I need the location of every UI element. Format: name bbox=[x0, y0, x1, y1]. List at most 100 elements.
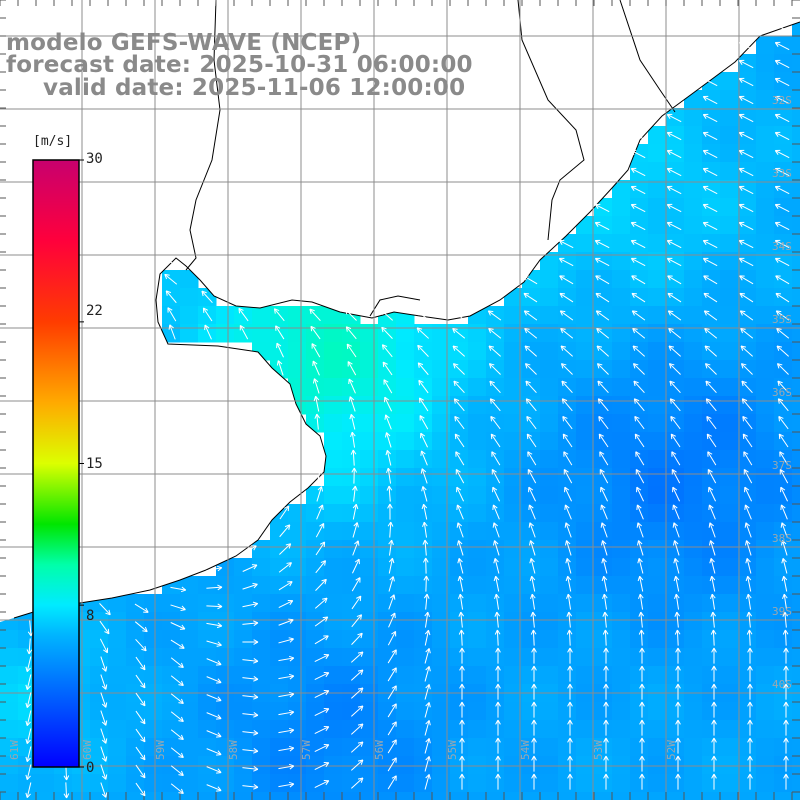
field-cell bbox=[792, 522, 800, 541]
field-cell bbox=[756, 144, 775, 163]
field-cell bbox=[198, 792, 217, 800]
wind-arrow bbox=[602, 593, 608, 610]
field-cell bbox=[180, 720, 199, 739]
field-cell bbox=[18, 756, 37, 775]
wind-arrow bbox=[675, 737, 681, 754]
field-cell bbox=[576, 486, 595, 505]
field-cell bbox=[720, 270, 739, 289]
wind-arrow bbox=[531, 683, 537, 700]
field-cell bbox=[540, 576, 559, 595]
wind-arrow bbox=[779, 451, 789, 466]
wind-arrow bbox=[492, 486, 501, 502]
field-cell bbox=[540, 270, 559, 289]
wind-arrow bbox=[783, 737, 789, 754]
wind-arrow bbox=[352, 522, 359, 538]
field-cell bbox=[396, 612, 415, 631]
wind-arrow bbox=[419, 415, 429, 430]
wind-arrow bbox=[206, 640, 222, 647]
wind-arrow bbox=[493, 575, 500, 592]
wind-arrow bbox=[311, 343, 321, 358]
field-cell bbox=[684, 198, 703, 217]
wind-arrow bbox=[711, 683, 717, 700]
field-cell bbox=[756, 378, 775, 397]
field-cell bbox=[414, 522, 433, 541]
field-cell bbox=[180, 306, 199, 325]
field-cell bbox=[342, 414, 361, 433]
field-cell bbox=[666, 648, 685, 667]
field-cell bbox=[504, 468, 523, 487]
wind-arrow bbox=[25, 746, 32, 763]
wind-arrow bbox=[314, 725, 330, 735]
wind-arrow bbox=[455, 469, 465, 484]
field-cell bbox=[522, 630, 541, 649]
field-cell bbox=[90, 720, 109, 739]
field-cell bbox=[468, 540, 487, 559]
wind-arrow bbox=[387, 667, 397, 682]
field-cell bbox=[594, 306, 613, 325]
field-cell bbox=[180, 666, 199, 685]
field-cell bbox=[738, 576, 757, 595]
field-cell bbox=[612, 738, 631, 757]
field-cell bbox=[414, 432, 433, 451]
field-cell bbox=[540, 342, 559, 361]
field-cell bbox=[324, 756, 343, 775]
field-cell bbox=[144, 630, 163, 649]
wind-arrow bbox=[783, 683, 789, 700]
field-cell bbox=[324, 792, 343, 800]
field-cell bbox=[252, 756, 271, 775]
field-cell bbox=[342, 774, 361, 793]
field-cell bbox=[666, 720, 685, 739]
wind-arrow bbox=[279, 524, 291, 538]
field-cell bbox=[252, 558, 271, 577]
field-cell bbox=[702, 144, 721, 163]
field-cell bbox=[234, 702, 253, 721]
wind-arrow bbox=[666, 221, 682, 231]
field-cell bbox=[198, 648, 217, 667]
field-cell bbox=[702, 162, 721, 181]
field-cell bbox=[648, 234, 667, 253]
field-cell bbox=[378, 522, 397, 541]
wind-arrow bbox=[673, 558, 680, 574]
field-cell bbox=[684, 756, 703, 775]
field-cell bbox=[180, 612, 199, 631]
wind-arrow bbox=[783, 647, 789, 664]
field-cell bbox=[414, 612, 433, 631]
wind-arrow bbox=[708, 504, 716, 520]
field-cell bbox=[450, 540, 469, 559]
field-cell bbox=[792, 198, 800, 217]
field-cell bbox=[666, 522, 685, 541]
field-cell bbox=[396, 666, 415, 685]
wind-arrow bbox=[170, 604, 186, 612]
field-cell bbox=[720, 198, 739, 217]
field-cell bbox=[324, 414, 343, 433]
wind-arrow bbox=[675, 665, 681, 682]
field-cell bbox=[648, 486, 667, 505]
field-cell bbox=[702, 450, 721, 469]
field-cell bbox=[288, 360, 307, 379]
wind-arrow bbox=[631, 292, 646, 303]
wind-arrow bbox=[388, 539, 394, 556]
wind-arrow bbox=[239, 325, 249, 340]
field-cell bbox=[432, 594, 451, 613]
wind-arrow bbox=[459, 665, 465, 682]
field-cell bbox=[486, 306, 505, 325]
wind-arrow bbox=[744, 504, 752, 520]
field-cell bbox=[234, 792, 253, 800]
field-cell bbox=[468, 558, 487, 577]
wind-arrow bbox=[418, 379, 429, 394]
field-cell bbox=[306, 504, 325, 523]
field-cell bbox=[288, 738, 307, 757]
wind-arrow bbox=[490, 433, 501, 448]
field-cell bbox=[234, 738, 253, 757]
field-cell bbox=[216, 324, 235, 343]
field-cell bbox=[648, 252, 667, 271]
wind-arrow bbox=[745, 558, 752, 574]
field-cell bbox=[774, 630, 793, 649]
wind-arrow bbox=[600, 504, 608, 520]
wind-arrow bbox=[711, 665, 717, 682]
field-cell bbox=[702, 234, 721, 253]
field-cell bbox=[648, 432, 667, 451]
field-cell bbox=[378, 378, 397, 397]
field-cell bbox=[720, 792, 739, 800]
field-cell bbox=[378, 360, 397, 379]
